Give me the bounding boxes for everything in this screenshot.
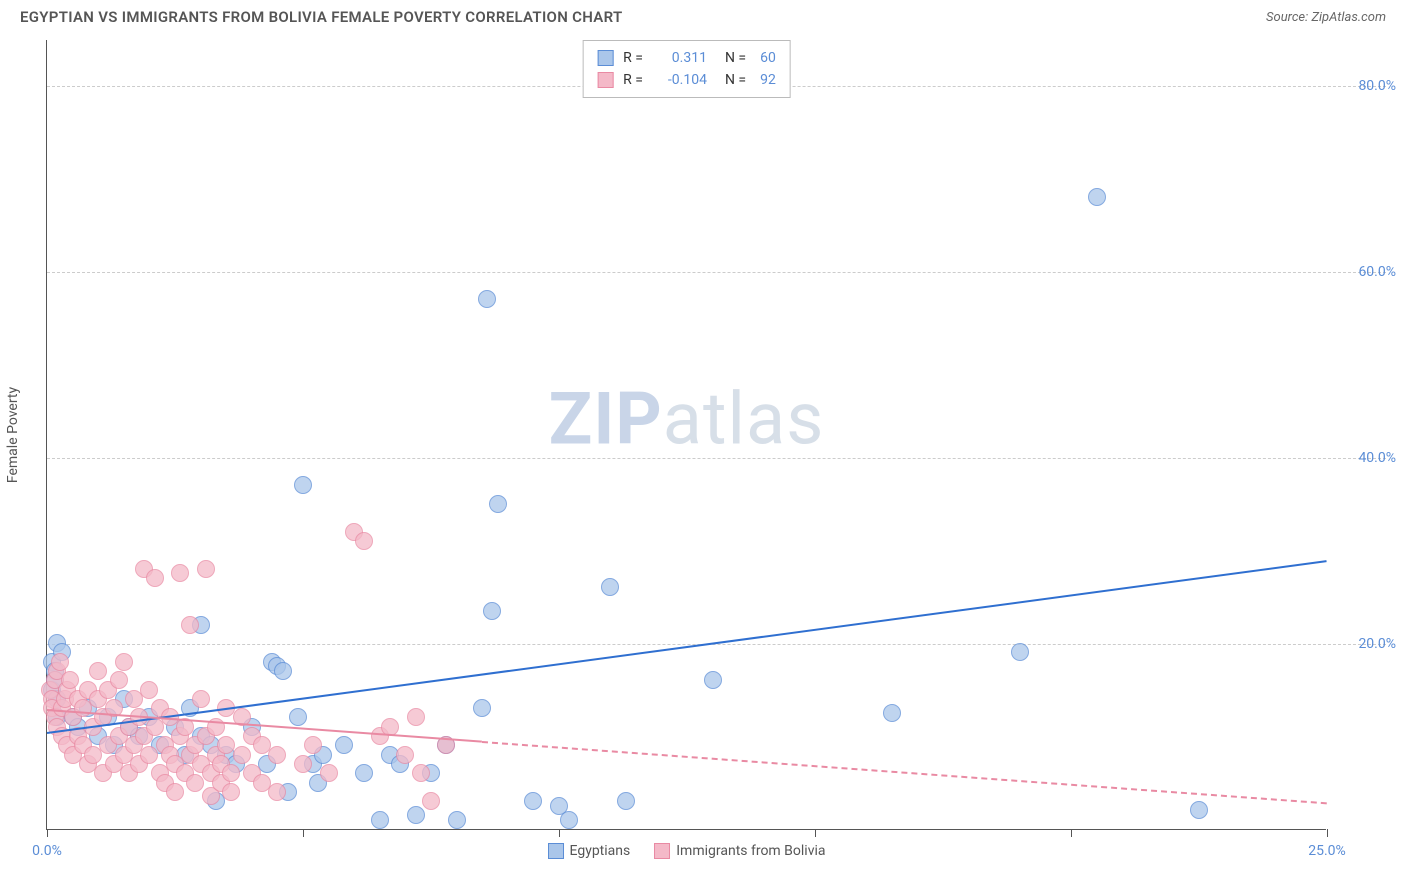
data-point [1190,801,1208,819]
data-point [304,736,322,754]
n-label: N = [725,69,746,91]
legend-swatch [654,843,670,859]
data-point [448,811,466,829]
data-point [704,671,722,689]
legend-item: Immigrants from Bolivia [654,843,825,859]
data-point [274,662,292,680]
y-tick-label: 40.0% [1336,450,1396,466]
data-point [1011,643,1029,661]
series-legend: Egyptians Immigrants from Bolivia [548,843,826,859]
data-point [166,783,184,801]
data-point [550,797,568,815]
data-point [268,783,286,801]
data-point [883,704,901,722]
data-point [422,792,440,810]
gridline [47,458,1386,459]
chart-title: EGYPTIAN VS IMMIGRANTS FROM BOLIVIA FEMA… [20,8,623,26]
gridline [47,644,1386,645]
legend-swatch [548,843,564,859]
legend-swatch [597,50,613,66]
r-value: -0.104 [653,69,707,91]
data-point [355,532,373,550]
data-point [192,690,210,708]
data-point [268,746,286,764]
y-tick-label: 60.0% [1336,264,1396,280]
x-tick [559,829,560,837]
legend-label: Egyptians [570,843,631,859]
r-value: 0.311 [653,47,707,69]
data-point [222,783,240,801]
data-point [473,699,491,717]
x-tick-label: 25.0% [1308,843,1346,859]
data-point [89,662,107,680]
data-point [320,764,338,782]
legend-swatch [597,72,613,88]
legend-row: R = -0.104 N = 92 [597,69,776,91]
source-credit: Source: ZipAtlas.com [1266,10,1386,25]
data-point [51,653,69,671]
x-tick [1327,829,1328,837]
correlation-legend: R = 0.311 N = 60 R = -0.104 N = 92 [582,40,791,98]
data-point [146,569,164,587]
data-point [222,764,240,782]
data-point [294,476,312,494]
data-point [407,708,425,726]
n-value: 92 [760,69,776,91]
data-point [110,671,128,689]
x-tick [303,829,304,837]
n-label: N = [725,47,746,69]
x-tick [815,829,816,837]
data-point [396,746,414,764]
trend-line [482,741,1327,804]
data-point [289,708,307,726]
x-tick [1071,829,1072,837]
data-point [197,560,215,578]
legend-row: R = 0.311 N = 60 [597,47,776,69]
data-point [355,764,373,782]
data-point [601,578,619,596]
gridline [47,272,1386,273]
data-point [61,671,79,689]
data-point [483,602,501,620]
data-point [181,616,199,634]
x-tick-label: 0.0% [32,843,62,859]
x-tick [47,829,48,837]
data-point [412,764,430,782]
chart-header: EGYPTIAN VS IMMIGRANTS FROM BOLIVIA FEMA… [0,0,1406,30]
data-point [115,653,133,671]
watermark: ZIPatlas [549,376,825,461]
data-point [1088,188,1106,206]
data-point [233,746,251,764]
y-axis-label: Female Poverty [5,386,21,482]
chart-container: Female Poverty ZIPatlas R =0.311N =60R =… [46,40,1386,852]
y-tick-label: 80.0% [1336,78,1396,94]
data-point [524,792,542,810]
data-point [140,681,158,699]
data-point [371,811,389,829]
data-point [478,290,496,308]
data-point [617,792,635,810]
y-tick-label: 20.0% [1336,636,1396,652]
r-label: R = [623,69,643,91]
plot-area: Female Poverty ZIPatlas R =0.311N =60R =… [46,40,1326,830]
data-point [171,564,189,582]
legend-label: Immigrants from Bolivia [676,843,825,859]
data-point [335,736,353,754]
legend-item: Egyptians [548,843,631,859]
r-label: R = [623,47,643,69]
data-point [489,495,507,513]
data-point [407,806,425,824]
n-value: 60 [760,47,776,69]
data-point [294,755,312,773]
